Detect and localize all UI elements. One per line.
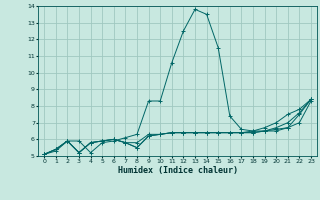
X-axis label: Humidex (Indice chaleur): Humidex (Indice chaleur) — [118, 166, 238, 175]
